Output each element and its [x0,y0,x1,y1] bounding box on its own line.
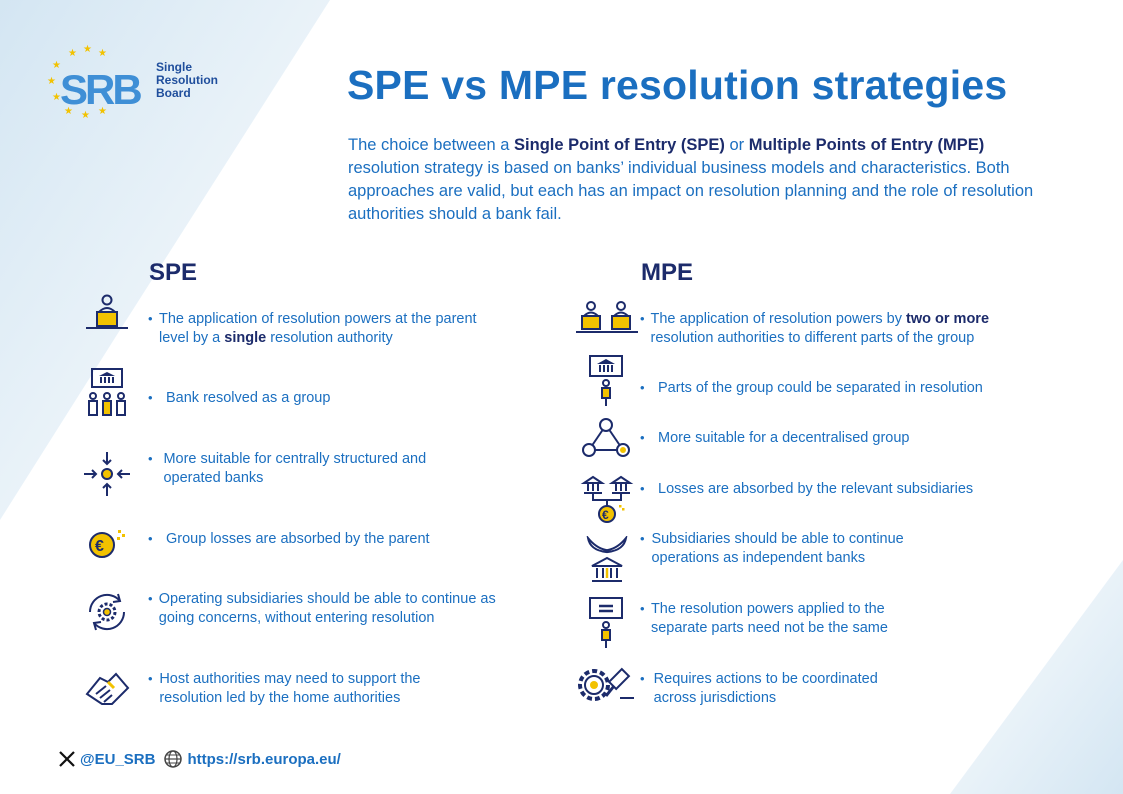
svg-text:★: ★ [98,48,107,59]
spe-item: • Bank resolved as a group [148,390,331,406]
svg-text:★: ★ [83,44,92,55]
spe-item: • Host authorities may need to support t… [148,671,421,706]
euro-coin-icon: € [89,530,125,558]
x-logo-icon [59,751,75,767]
svg-text:★: ★ [47,76,56,87]
mpe-item: • The application of resolution powers b… [640,311,990,346]
svg-text:★: ★ [64,106,73,117]
mpe-heading: MPE [641,259,694,286]
twitter-handle-link[interactable]: @EU_SRB [80,750,156,768]
page-title: SPE vs MPE resolution strategies [347,62,1008,108]
mpe-item: • Requires actions to be coordinated acr… [640,671,878,706]
two-persons-desks-icon [576,301,638,333]
svg-text:★: ★ [68,48,77,59]
network-triangle-icon [582,418,630,457]
svg-text:★: ★ [52,92,61,103]
website-link[interactable]: https://srb.europa.eu/ [187,750,341,768]
spe-item: • Operating subsidiaries should be able … [148,591,496,626]
mpe-item: • Parts of the group could be separated … [640,380,983,396]
equals-sign-person-icon [589,597,623,648]
banks-euro-icon: € [580,475,634,523]
spe-item: • More suitable for centrally structured… [148,451,427,486]
handshake-icon [85,672,130,705]
footer: @EU_SRB https://srb.europa.eu/ [58,749,349,769]
mpe-item: • The resolution powers applied to the s… [640,601,888,636]
converging-arrows-icon [84,452,130,496]
gear-cycle-icon [88,593,126,631]
svg-text:€: € [95,538,104,555]
srb-logo: ★ ★ ★ ★ ★ ★ ★ ★ ★ SRB [47,44,144,121]
mpe-item: • Losses are absorbed by the relevant su… [640,481,974,497]
spe-item: • The application of resolution powers a… [148,311,477,346]
svg-text:★: ★ [81,110,90,121]
svg-text:€: € [602,508,609,522]
bank-sign-person-icon [589,355,623,406]
intro-paragraph: The choice between a Single Point of Ent… [348,136,1034,223]
winged-bank-icon [586,536,628,582]
mpe-item: • Subsidiaries should be able to continu… [640,531,904,566]
gear-gavel-icon [578,667,634,701]
spe-item: • Group losses are absorbed by the paren… [148,531,430,547]
svg-text:SRB: SRB [60,66,141,113]
svg-text:★: ★ [52,60,61,71]
mpe-item: • More suitable for a decentralised grou… [640,430,910,446]
globe-icon [164,750,183,768]
spe-heading: SPE [149,259,198,286]
bank-group-icon [88,368,126,416]
logo-wordmark: Single Resolution Board [156,60,218,100]
person-at-desk-icon [86,294,128,329]
svg-text:★: ★ [98,106,107,117]
